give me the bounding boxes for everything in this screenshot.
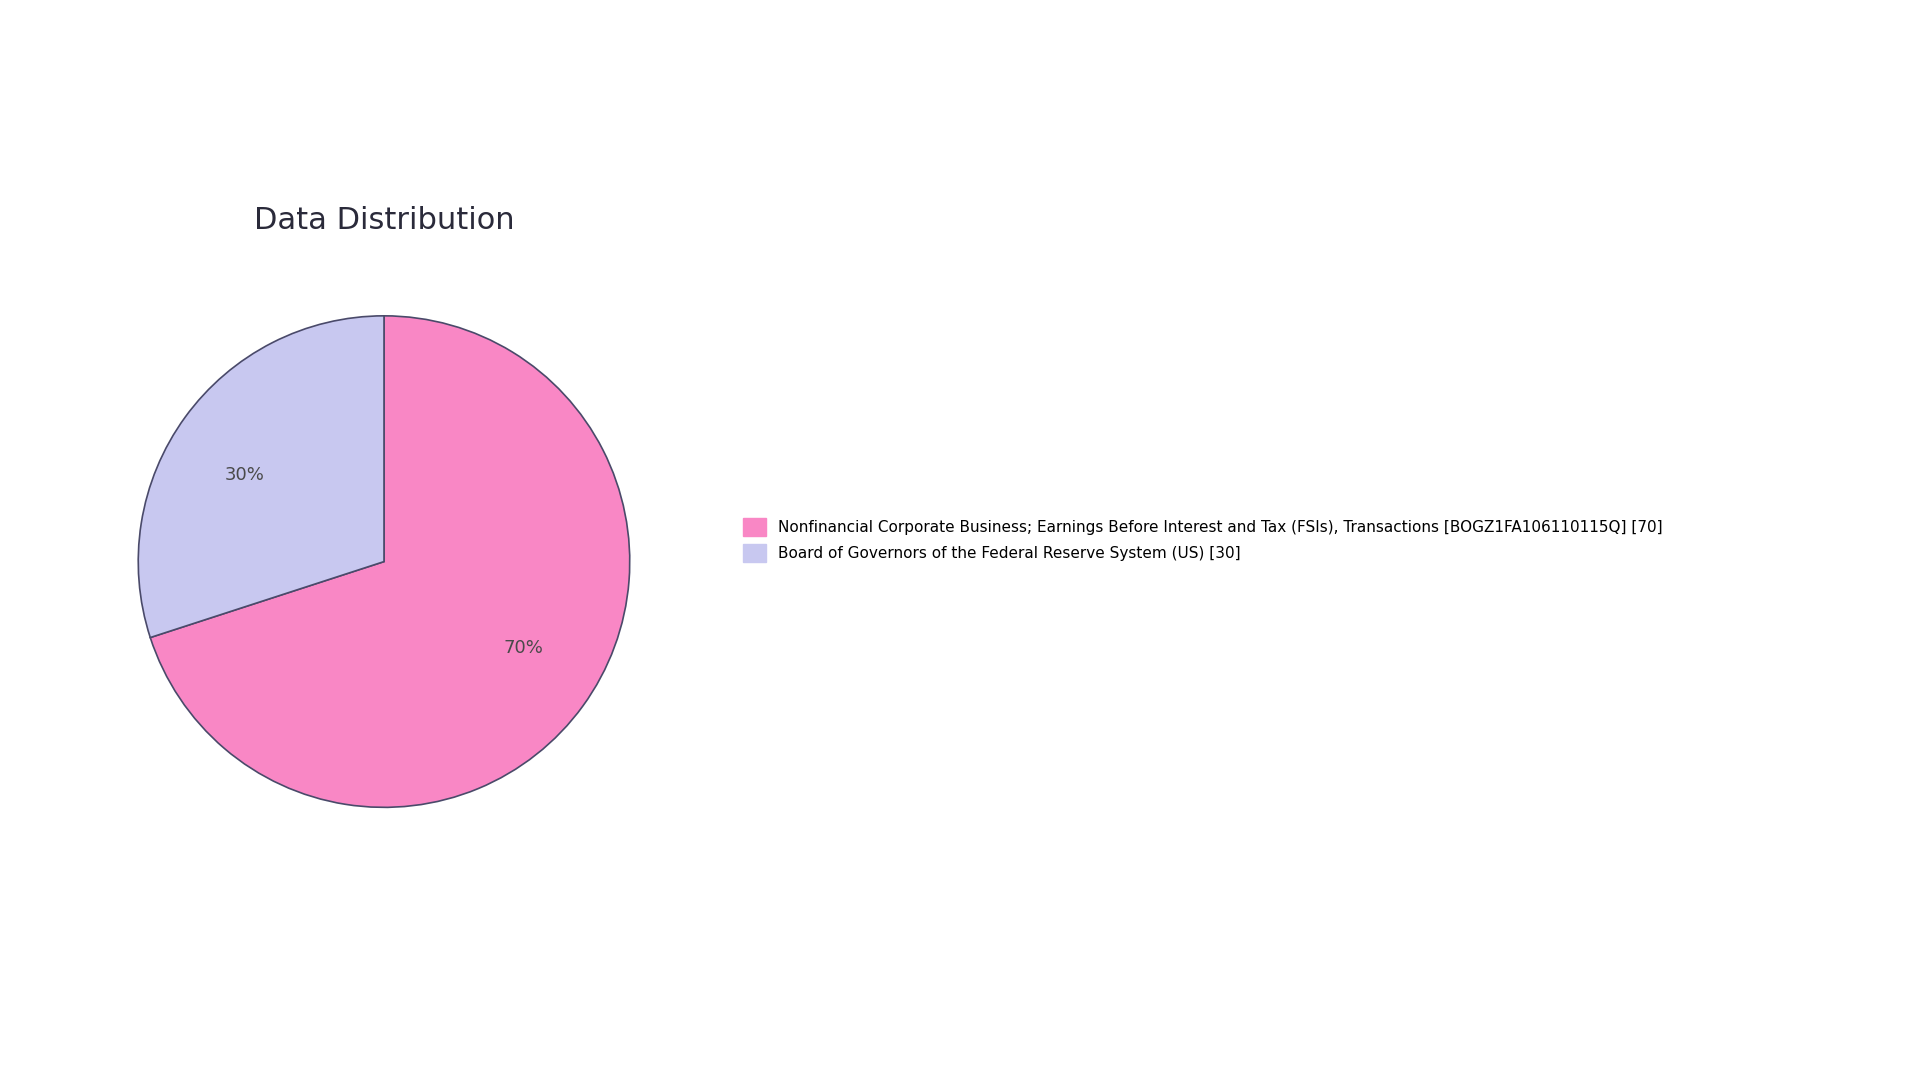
Legend: Nonfinancial Corporate Business; Earnings Before Interest and Tax (FSIs), Transa: Nonfinancial Corporate Business; Earning… (737, 512, 1668, 568)
Wedge shape (150, 315, 630, 808)
Wedge shape (138, 315, 384, 637)
Title: Data Distribution: Data Distribution (253, 206, 515, 235)
Text: 30%: 30% (225, 465, 265, 484)
Text: 70%: 70% (503, 639, 543, 658)
